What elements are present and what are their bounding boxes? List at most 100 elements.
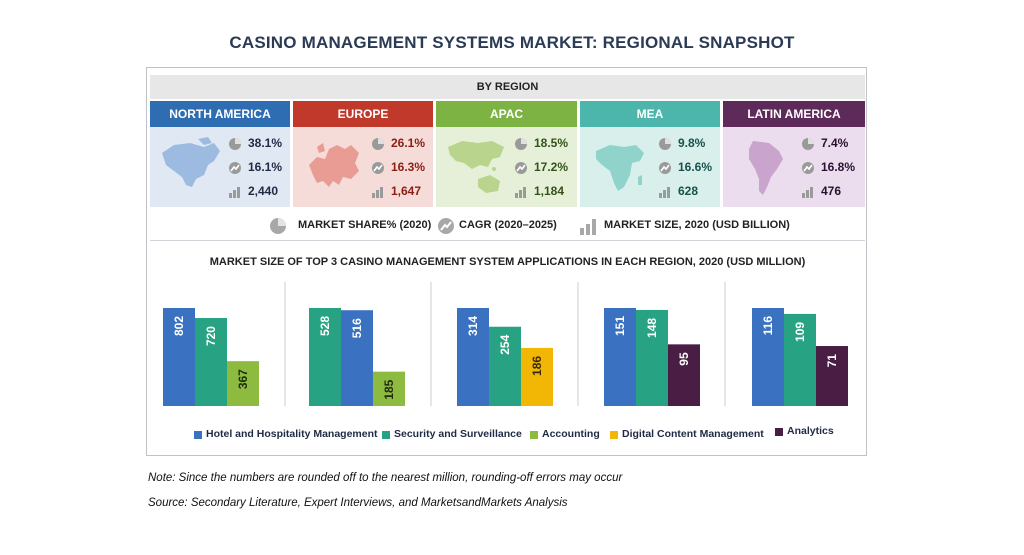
market-size-legend-label: MARKET SIZE, 2020 (USD BILLION) bbox=[604, 219, 790, 231]
mea-cagr: 16.6% bbox=[678, 160, 713, 174]
europe-cagr: 16.3% bbox=[391, 160, 426, 174]
legend-hotel-label: Hotel and Hospitality Management bbox=[206, 428, 378, 440]
market-share-icon bbox=[372, 138, 384, 150]
bar-apac-hotel-and-hospitality-management bbox=[457, 308, 489, 406]
market-share-icon bbox=[659, 138, 671, 150]
legend-security-label: Security and Surveillance bbox=[394, 428, 522, 440]
region-header-mea: MEA bbox=[580, 101, 720, 127]
bar-label-mea-hotel-and-hospitality-management: 151 bbox=[613, 316, 627, 336]
north-america-share: 38.1% bbox=[248, 136, 283, 150]
north-america-map-icon bbox=[162, 137, 220, 187]
cagr-legend-icon bbox=[438, 218, 454, 234]
bar-label-latin-america-hotel-and-hospitality-management: 116 bbox=[761, 316, 775, 336]
market-size-icon bbox=[515, 187, 526, 198]
market-share-icon bbox=[802, 138, 814, 150]
apac-map-icon bbox=[448, 141, 504, 193]
page-title: CASINO MANAGEMENT SYSTEMS MARKET: REGION… bbox=[229, 33, 795, 52]
bar-label-apac-hotel-and-hospitality-management: 314 bbox=[466, 316, 480, 336]
snapshot-frame bbox=[146, 67, 867, 456]
source-text: Source: Secondary Literature, Expert Int… bbox=[148, 497, 568, 509]
bar-label-europe-accounting: 185 bbox=[382, 379, 396, 399]
region-header-north-america: NORTH AMERICA bbox=[150, 101, 290, 127]
bar-apac-digital-content-management bbox=[521, 347, 553, 406]
latin-america-share: 7.4% bbox=[821, 136, 849, 150]
cagr-icon bbox=[229, 162, 241, 174]
latin-america-cagr: 16.8% bbox=[821, 160, 856, 174]
market-size-icon bbox=[372, 187, 383, 198]
bar-label-europe-security-and-surveillance: 528 bbox=[318, 316, 332, 336]
latin-america-size: 476 bbox=[821, 184, 842, 198]
bar-latin-america-hotel-and-hospitality-management bbox=[752, 308, 784, 406]
market-size-legend-icon bbox=[580, 219, 596, 235]
region-header-apac: APAC bbox=[436, 101, 577, 127]
cagr-icon bbox=[515, 162, 527, 174]
north-america-size: 2,440 bbox=[248, 184, 279, 198]
market-size-icon bbox=[802, 187, 813, 198]
bar-label-north-america-security-and-surveillance: 720 bbox=[204, 326, 218, 346]
market-size-icon bbox=[229, 187, 240, 198]
legend-digital-swatch bbox=[610, 431, 618, 439]
europe-map-icon bbox=[309, 143, 359, 187]
mea-map-icon bbox=[596, 145, 644, 191]
bar-north-america-security-and-surveillance bbox=[195, 318, 227, 406]
region-panel-europe: 26.1% 16.3% 1,647 bbox=[293, 127, 433, 207]
bar-north-america-accounting bbox=[227, 361, 259, 406]
apac-size: 1,184 bbox=[534, 184, 565, 198]
bar-latin-america-analytics bbox=[816, 346, 848, 406]
legend-hotel-swatch bbox=[194, 431, 202, 439]
bar-latin-america-security-and-surveillance bbox=[784, 313, 816, 406]
cagr-icon bbox=[802, 162, 814, 174]
market-size-icon bbox=[659, 187, 670, 198]
legend-accounting-swatch bbox=[530, 431, 538, 439]
bar-mea-hotel-and-hospitality-management bbox=[604, 308, 636, 406]
market-share-legend-icon bbox=[270, 218, 286, 234]
cagr-icon bbox=[659, 162, 671, 174]
bar-europe-accounting bbox=[373, 371, 405, 406]
bar-label-mea-analytics: 95 bbox=[677, 352, 691, 366]
europe-size: 1,647 bbox=[391, 184, 422, 198]
mea-share: 9.8% bbox=[678, 136, 706, 150]
region-header-latin-america: LATIN AMERICA bbox=[723, 101, 865, 127]
market-share-legend-label: MARKET SHARE% (2020) bbox=[298, 219, 432, 231]
cagr-legend-label: CAGR (2020–2025) bbox=[459, 219, 557, 231]
latin-america-map-icon bbox=[749, 141, 783, 195]
cagr-icon bbox=[372, 162, 384, 174]
bar-label-apac-digital-content-management: 186 bbox=[530, 356, 544, 376]
section-divider bbox=[150, 240, 865, 241]
legend-accounting-label: Accounting bbox=[542, 428, 600, 440]
bar-label-north-america-hotel-and-hospitality-management: 802 bbox=[172, 316, 186, 336]
region-panel-north-america: 38.1% 16.1% 2,440 bbox=[150, 127, 290, 207]
bar-label-europe-hotel-and-hospitality-management: 516 bbox=[350, 318, 364, 338]
stat-legend: MARKET SHARE% (2020) CAGR (2020–2025) MA… bbox=[0, 215, 1024, 237]
by-region-header: BY REGION bbox=[150, 75, 865, 99]
apac-cagr: 17.2% bbox=[534, 160, 569, 174]
bar-label-latin-america-security-and-surveillance: 109 bbox=[793, 322, 807, 342]
bar-europe-security-and-surveillance bbox=[309, 308, 341, 406]
north-america-cagr: 16.1% bbox=[248, 160, 283, 174]
apac-share: 18.5% bbox=[534, 136, 569, 150]
market-share-icon bbox=[515, 138, 527, 150]
bar-europe-hotel-and-hospitality-management bbox=[341, 310, 373, 406]
market-share-icon bbox=[229, 138, 241, 150]
bar-label-latin-america-analytics: 71 bbox=[825, 354, 839, 368]
bar-label-north-america-accounting: 367 bbox=[236, 369, 250, 389]
legend-analytics-label: Analytics bbox=[787, 425, 834, 437]
europe-share: 26.1% bbox=[391, 136, 426, 150]
bar-label-mea-security-and-surveillance: 148 bbox=[645, 318, 659, 338]
legend-digital-label: Digital Content Management bbox=[622, 428, 764, 440]
note-text: Note: Since the numbers are rounded off … bbox=[148, 472, 623, 484]
legend-analytics-swatch bbox=[775, 428, 783, 436]
region-panel-apac: 18.5% 17.2% 1,184 bbox=[436, 127, 577, 207]
region-header-europe: EUROPE bbox=[293, 101, 433, 127]
bar-apac-security-and-surveillance bbox=[489, 326, 521, 406]
bar-north-america-hotel-and-hospitality-management bbox=[163, 308, 195, 406]
bar-mea-security-and-surveillance bbox=[636, 309, 668, 406]
legend-security-swatch bbox=[382, 431, 390, 439]
region-panel-latin-america: 7.4% 16.8% 476 bbox=[723, 127, 865, 207]
mea-size: 628 bbox=[678, 184, 699, 198]
region-panel-mea: 9.8% 16.6% 628 bbox=[580, 127, 720, 207]
bar-mea-analytics bbox=[668, 344, 700, 406]
bar-label-apac-security-and-surveillance: 254 bbox=[498, 334, 512, 354]
chart-title: MARKET SIZE OF TOP 3 CASINO MANAGEMENT S… bbox=[209, 256, 806, 268]
